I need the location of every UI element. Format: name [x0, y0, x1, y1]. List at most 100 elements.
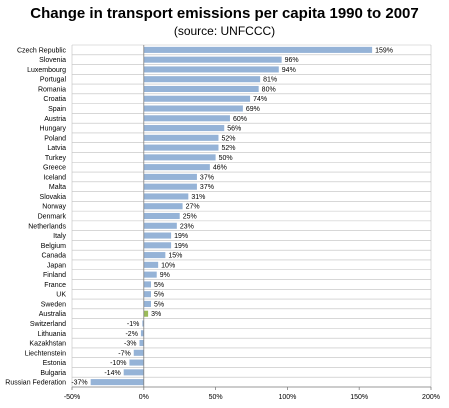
category-label: Hungary [40, 126, 67, 133]
bar [143, 66, 279, 73]
category-label: Kazakhstan [29, 341, 66, 348]
category-label: Australia [39, 311, 66, 318]
x-tick-label: 200% [422, 394, 440, 401]
chart-title: Change in transport emissions per capita… [30, 5, 419, 22]
data-label: 96% [285, 57, 299, 64]
data-label: 94% [282, 67, 296, 74]
bar [143, 310, 149, 317]
category-label: Slovakia [40, 194, 67, 201]
data-label: 27% [186, 204, 200, 211]
data-label: 15% [168, 253, 182, 260]
category-label: Czech Republic [17, 47, 67, 54]
category-label: Spain [48, 106, 66, 113]
bar [143, 115, 230, 122]
data-label: 5% [154, 301, 164, 308]
bar [143, 252, 166, 259]
bar [143, 85, 259, 93]
data-label: 60% [233, 116, 247, 123]
category-label: Sweden [41, 301, 66, 308]
data-label: 56% [227, 126, 241, 133]
data-label: 23% [180, 223, 194, 230]
category-label: Bulgaria [40, 370, 66, 377]
bar [123, 369, 144, 376]
data-label: 159% [375, 47, 393, 54]
data-label: 52% [221, 135, 235, 142]
bar [142, 320, 144, 327]
bar [143, 203, 183, 210]
data-label: 9% [160, 272, 170, 279]
category-label: Switzerland [30, 321, 66, 328]
data-label: 31% [191, 194, 205, 201]
category-label: Canada [41, 253, 66, 260]
category-label: Romania [38, 86, 66, 93]
data-label: 5% [154, 282, 164, 289]
data-label: 37% [200, 184, 214, 191]
category-label: Russian Federation [5, 380, 66, 387]
bar [143, 154, 216, 161]
category-label: Portugal [40, 77, 67, 84]
category-label: Belgium [41, 243, 66, 250]
bar [143, 125, 225, 132]
bar [143, 300, 151, 307]
bar [143, 242, 172, 249]
category-label: Japan [47, 262, 66, 269]
category-label: Liechtenstein [25, 350, 66, 357]
category-label: Slovenia [39, 57, 66, 64]
data-label: -10% [110, 360, 126, 367]
category-label: Denmark [38, 214, 67, 221]
category-label: UK [56, 292, 66, 299]
bar [143, 105, 243, 112]
x-tick-label: 0% [139, 394, 149, 401]
bar [139, 339, 144, 347]
data-label: 69% [246, 106, 260, 113]
bar [143, 222, 177, 229]
bar [143, 193, 189, 200]
bar [143, 56, 282, 63]
bar [143, 271, 157, 278]
data-label: -1% [127, 321, 139, 328]
bar [143, 173, 197, 180]
data-label: 10% [161, 262, 175, 269]
data-label: 74% [253, 96, 267, 103]
bar [143, 281, 151, 288]
bar [143, 144, 219, 151]
bar [143, 232, 172, 239]
bar [133, 349, 144, 356]
data-label: 81% [263, 77, 277, 84]
data-label: 46% [213, 165, 227, 172]
chart-subtitle: (source: UNFCCC) [173, 24, 276, 38]
bar [90, 379, 144, 386]
data-label: 19% [174, 233, 188, 240]
category-label: Croatia [43, 96, 66, 103]
category-label: Norway [42, 204, 66, 211]
data-label: 5% [154, 292, 164, 299]
category-label: France [44, 282, 66, 289]
category-label: Iceland [43, 174, 66, 181]
data-label: -2% [125, 331, 137, 338]
data-label: -3% [124, 341, 136, 348]
bar [143, 134, 219, 141]
bar [143, 291, 151, 298]
x-tick-label: -50% [64, 394, 80, 401]
data-label: 25% [183, 214, 197, 221]
bar [129, 359, 144, 366]
category-label: Finland [43, 272, 66, 279]
data-label: 50% [219, 155, 233, 162]
data-label: -37% [71, 380, 87, 387]
category-label: Luxembourg [27, 67, 66, 74]
x-tick-label: 100% [278, 394, 296, 401]
data-label: 19% [174, 243, 188, 250]
x-tick-label: 150% [350, 394, 368, 401]
category-label: Turkey [45, 155, 67, 162]
bar [143, 95, 251, 102]
data-label: 52% [221, 145, 235, 152]
category-label: Malta [49, 184, 66, 191]
category-label: Latvia [47, 145, 66, 152]
data-label: -14% [104, 370, 120, 377]
data-label: -7% [118, 350, 130, 357]
bar [143, 183, 197, 190]
bar [140, 330, 144, 337]
bar [143, 46, 373, 53]
category-label: Greece [43, 165, 66, 172]
bar [143, 164, 210, 171]
